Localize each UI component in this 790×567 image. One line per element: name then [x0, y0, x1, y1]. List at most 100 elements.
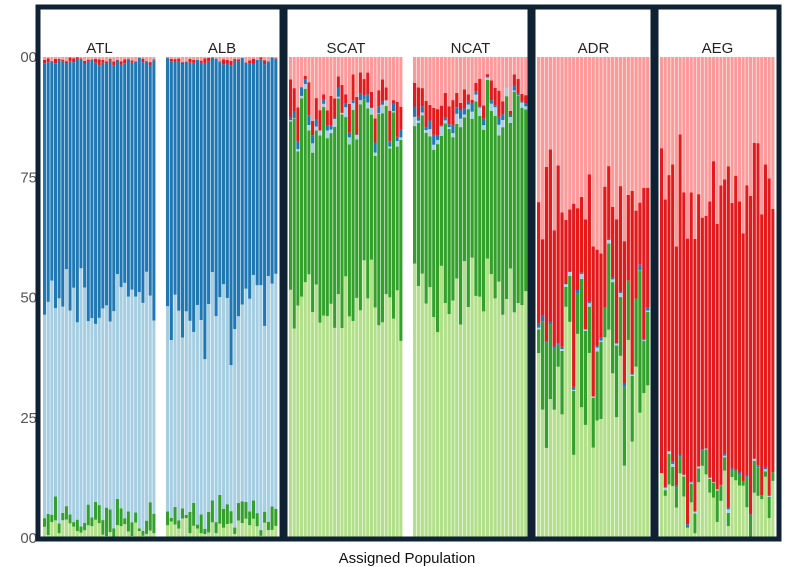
bar-segment: [366, 57, 370, 73]
bar-segment: [104, 507, 109, 537]
bar-segment: [516, 95, 520, 304]
bar-segment: [508, 110, 513, 115]
bar-segment: [184, 61, 188, 312]
bar-segment: [222, 527, 226, 538]
bar-segment: [634, 366, 638, 538]
bar-segment: [192, 59, 196, 63]
bar-segment: [259, 59, 263, 286]
bar-segment: [207, 61, 211, 305]
bar-segment: [263, 325, 267, 512]
bar-segment: [568, 209, 572, 272]
bar-segment: [516, 303, 520, 538]
bar-segment: [560, 348, 564, 351]
bar-segment: [347, 103, 351, 133]
bar-segment: [470, 103, 474, 112]
bar-segment: [395, 57, 399, 102]
bar-segment: [340, 57, 344, 85]
bar-segment: [177, 520, 181, 529]
bar-segment: [428, 57, 432, 105]
bar-segment: [737, 474, 742, 486]
bar-segment: [214, 57, 218, 59]
bar-segment: [599, 337, 603, 341]
bar-segment: [579, 407, 584, 538]
bar-segment: [524, 109, 528, 292]
bar-segment: [152, 57, 156, 60]
bar-segment: [108, 59, 112, 61]
bar-segment: [233, 60, 237, 329]
bar-segment: [318, 57, 322, 111]
bar-segment: [94, 62, 98, 324]
bar-segment: [497, 116, 501, 125]
bar-segment: [771, 57, 775, 209]
bar-segment: [300, 296, 304, 538]
bar-segment: [749, 514, 753, 538]
bar-segment: [489, 274, 493, 538]
bar-segment: [377, 90, 381, 107]
bar-segment: [667, 453, 671, 485]
bar-segment: [416, 87, 421, 117]
bar-segment: [428, 129, 432, 137]
bar-segment: [416, 120, 421, 123]
bar-segment: [568, 275, 572, 322]
bar-segment: [377, 113, 381, 326]
bar-segment: [195, 528, 199, 538]
bar-segment: [579, 196, 584, 273]
bar-segment: [263, 511, 267, 523]
bar-segment: [524, 103, 528, 107]
bar-segment: [222, 284, 226, 509]
bar-segment: [741, 57, 745, 234]
bar-segment: [123, 57, 127, 60]
bar-segment: [380, 104, 385, 114]
bar-segment: [595, 351, 599, 421]
bar-segment: [689, 57, 693, 193]
bar-segment: [83, 287, 87, 523]
bar-segment: [603, 186, 607, 308]
bar-segment: [79, 268, 83, 527]
bar-segment: [700, 449, 704, 451]
bar-segment: [540, 315, 545, 322]
bar-segment: [362, 79, 366, 96]
bar-segment: [618, 355, 623, 538]
bar-segment: [108, 532, 112, 538]
bar-segment: [466, 94, 470, 101]
bar-segment: [674, 507, 678, 538]
bar-segment: [708, 201, 712, 478]
bar-segment: [704, 474, 708, 538]
bar-segment: [318, 135, 322, 323]
bar-segment: [730, 477, 734, 538]
bar-segment: [86, 61, 90, 322]
bar-segment: [351, 103, 355, 110]
bar-segment: [300, 87, 304, 88]
bar-segment: [123, 524, 127, 538]
bar-segment: [466, 100, 470, 105]
bar-segment: [97, 505, 101, 524]
bar-segment: [347, 132, 351, 138]
bar-segment: [552, 409, 556, 538]
bar-segment: [614, 343, 619, 346]
bar-segment: [166, 58, 170, 307]
bar-segment: [292, 57, 296, 89]
bar-segment: [432, 317, 436, 538]
bar-segment: [61, 57, 65, 60]
group-frame-2: [282, 4, 533, 542]
bar-segment: [57, 60, 61, 299]
bar-segment: [708, 477, 712, 478]
bar-segment: [455, 57, 459, 93]
bar-segment: [439, 125, 444, 127]
bar-segment: [771, 208, 775, 473]
bar-segment: [53, 57, 57, 59]
bar-segment: [760, 214, 764, 496]
bar-segment: [112, 65, 116, 312]
bar-segment: [719, 500, 723, 538]
bar-segment: [300, 98, 304, 297]
bar-segment: [674, 487, 678, 508]
bar-segment: [595, 57, 599, 250]
bar-segment: [719, 486, 723, 501]
bar-segment: [322, 315, 326, 538]
bar-segment: [384, 105, 388, 295]
bar-segment: [466, 104, 470, 110]
bar-segment: [344, 103, 348, 108]
bar-segment: [630, 374, 634, 376]
bar-segment: [104, 61, 109, 64]
bar-segment: [497, 281, 501, 538]
